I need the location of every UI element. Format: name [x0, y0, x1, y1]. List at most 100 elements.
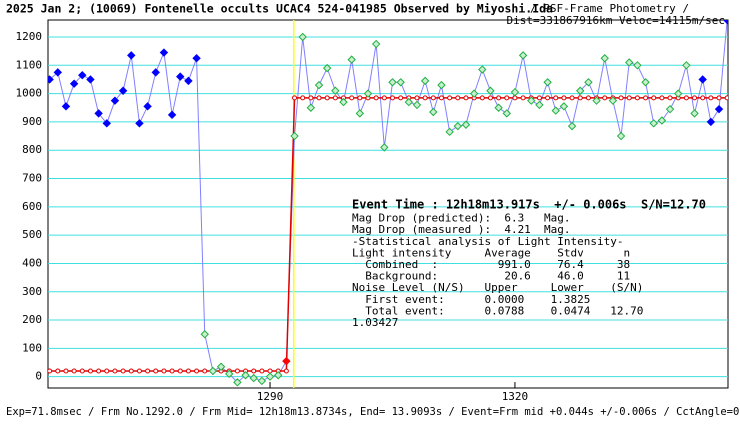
data-point: [420, 76, 430, 86]
data-point: [257, 376, 267, 386]
y-tick-label: 900: [22, 115, 42, 128]
annotations: Event Time : 12h18m13.917s +/- 0.006s S/…: [352, 198, 706, 330]
data-point: [478, 65, 487, 74]
model-point: [161, 368, 167, 374]
data-point: [363, 89, 373, 98]
model-point: [487, 95, 493, 101]
annotation: Noise Level (N/S) Upper Lower (S/N): [352, 281, 643, 294]
data-point: [225, 369, 234, 379]
model-point: [332, 95, 338, 101]
model-point: [120, 368, 126, 374]
model-point: [177, 368, 183, 374]
data-point: [347, 55, 356, 64]
data-point: [69, 79, 79, 88]
model-point: [381, 95, 387, 101]
data-point: [339, 97, 348, 107]
model-point: [724, 95, 728, 101]
model-point: [136, 368, 142, 374]
data-point: [249, 373, 258, 383]
model-point: [194, 368, 200, 374]
data-point: [265, 372, 275, 381]
annotation: First event: 0.0000 1.3825: [352, 293, 590, 306]
model-point: [87, 368, 93, 374]
model-point: [283, 368, 289, 374]
model-point: [104, 368, 110, 374]
data-point: [176, 72, 185, 81]
data-point: [322, 63, 332, 73]
model-point: [618, 95, 624, 101]
data-point: [159, 48, 169, 57]
data-point: [698, 75, 707, 84]
model-point: [324, 95, 330, 101]
data-point: [510, 87, 520, 97]
model-point: [716, 95, 722, 101]
data-point: [682, 61, 691, 70]
data-point: [502, 109, 511, 118]
model-point: [153, 368, 159, 374]
model-point: [202, 368, 208, 374]
model-point: [112, 368, 118, 374]
data-point: [690, 109, 699, 118]
model-point: [569, 95, 575, 101]
data-point: [673, 89, 683, 98]
annotation: Event Time : 12h18m13.917s +/- 0.006s S/…: [352, 198, 706, 212]
y-tick-label: 1200: [16, 30, 43, 43]
data-point: [143, 102, 152, 111]
model-point: [259, 368, 265, 374]
data-point: [714, 104, 724, 114]
annotation: Total event: 0.0788 0.0474 12.70: [352, 304, 643, 317]
annotation: Mag Drop (measured ): 4.21 Mag.: [352, 223, 571, 236]
data-point: [241, 371, 250, 380]
model-point: [292, 95, 298, 101]
data-point: [592, 96, 601, 105]
data-point: [600, 54, 609, 63]
data-point: [298, 32, 307, 42]
model-point: [267, 368, 273, 374]
y-tick-label: 500: [22, 228, 42, 241]
data-point: [314, 80, 324, 90]
data-point: [371, 39, 381, 49]
model-point: [708, 95, 714, 101]
data-point: [437, 80, 446, 90]
model-point: [316, 95, 322, 101]
data-point: [429, 107, 438, 117]
annotation: Mag Drop (predicted): 6.3 Mag.: [352, 212, 571, 225]
annotation: Light intensity Average Stdv n: [352, 246, 630, 259]
model-point: [251, 368, 257, 374]
data-point: [616, 131, 626, 141]
model-point: [414, 95, 420, 101]
model-point: [512, 95, 518, 101]
model-point: [430, 95, 436, 101]
model-point: [577, 95, 583, 101]
data-point: [625, 58, 634, 67]
data-point: [388, 78, 397, 87]
model-point: [651, 95, 657, 101]
model-point: [463, 95, 469, 101]
model-point: [438, 95, 444, 101]
data-point: [567, 121, 577, 131]
model-point: [643, 95, 649, 101]
x-tick-label: 1290: [257, 390, 284, 403]
data-point: [135, 119, 144, 128]
data-point: [282, 356, 291, 366]
model-point: [479, 95, 485, 101]
model-point: [683, 95, 689, 101]
model-point: [700, 95, 706, 101]
data-point: [486, 86, 495, 95]
y-tick-label: 100: [22, 341, 42, 354]
model-point: [308, 95, 314, 101]
data-point: [184, 76, 193, 86]
model-point: [634, 95, 640, 101]
data-point: [233, 378, 242, 387]
data-point: [494, 103, 503, 112]
model-point: [300, 95, 306, 101]
data-point: [102, 119, 111, 128]
model-point: [422, 95, 428, 101]
data-point: [48, 75, 54, 84]
model-point: [667, 95, 673, 101]
chart-title: 2025 Jan 2; (10069) Fontenelle occults U…: [6, 2, 553, 16]
model-point: [692, 95, 698, 101]
plot-frame: [47, 19, 729, 389]
y-tick-label: 300: [22, 285, 42, 298]
model-point: [373, 95, 379, 101]
